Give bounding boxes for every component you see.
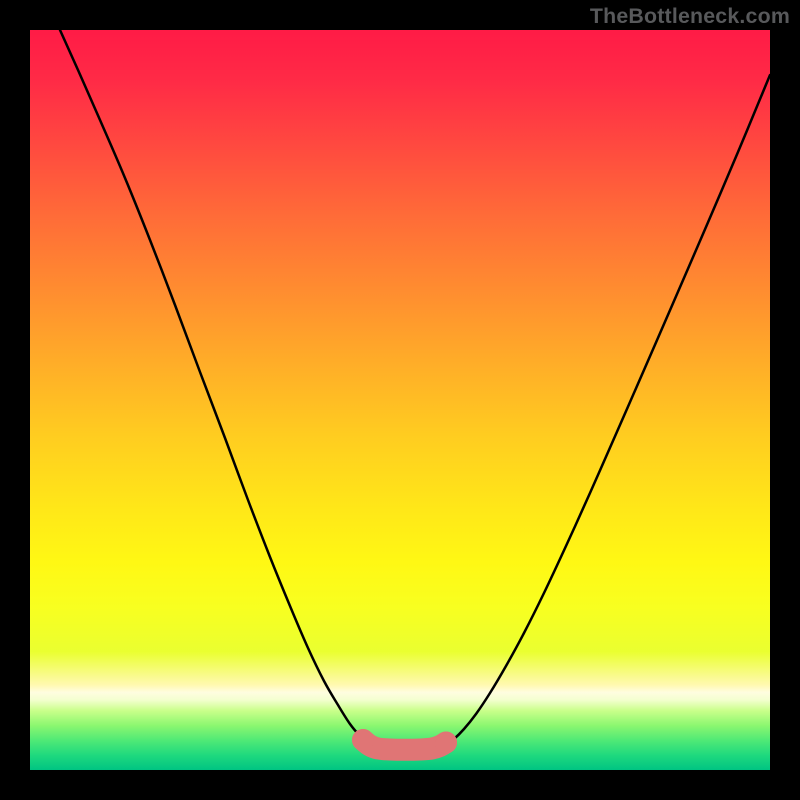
range-end-dot bbox=[435, 732, 457, 754]
watermark-text: TheBottleneck.com bbox=[590, 4, 790, 29]
plot-area bbox=[30, 30, 770, 770]
range-start-dot bbox=[352, 729, 374, 751]
highlighted-range-band bbox=[30, 30, 770, 770]
chart-outer-frame: TheBottleneck.com bbox=[0, 0, 800, 800]
